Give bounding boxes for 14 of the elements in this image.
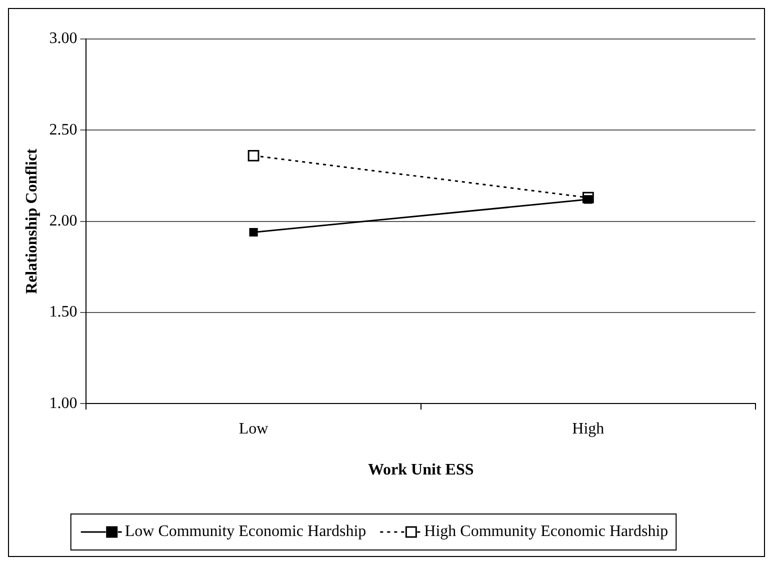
point [249,228,258,237]
legend-label: Low Community Economic Hardship [124,523,366,540]
point [584,195,592,204]
x-tick-label: High [572,420,604,438]
x-axis-title: Work Unit ESS [368,462,474,479]
y-axis-title: Relationship Conflict [24,148,41,294]
point [248,150,260,162]
x-tick-label: Low [238,420,269,438]
y-tick-label: 1.00 [49,394,78,412]
y-tick-label: 2.00 [49,212,78,230]
legend-label: High Community Economic Hardship [424,523,668,540]
y-tick-label: 1.50 [49,304,78,321]
y-tick-label: 3.00 [49,30,78,48]
y-tick-label: 2.50 [49,121,78,138]
